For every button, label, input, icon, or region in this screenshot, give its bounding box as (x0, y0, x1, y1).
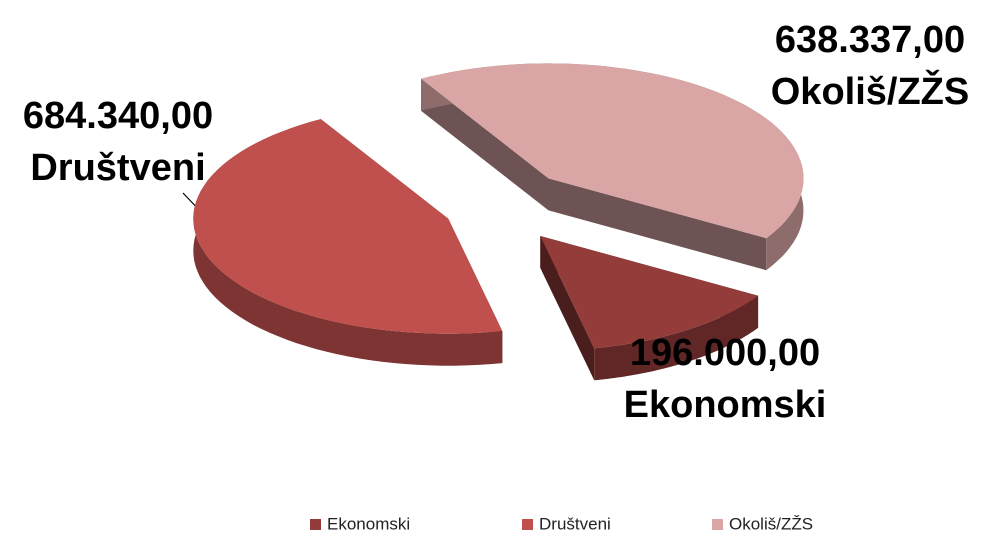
legend-swatch (712, 519, 723, 530)
data-label: 196.000,00 (630, 332, 820, 374)
slice-edge (594, 295, 759, 381)
slice-group (193, 119, 503, 366)
slice-side (548, 178, 767, 271)
slice-group (421, 63, 804, 271)
slice (193, 119, 503, 334)
data-label: 684.340,00 (23, 95, 213, 137)
slice-edge (193, 119, 503, 366)
data-label: 638.337,00 (775, 19, 965, 61)
data-label-category: Društveni (30, 147, 205, 189)
legend-label: Ekonomski (327, 514, 410, 533)
slice (540, 236, 759, 349)
data-label-category: Okoliš/ZŽS (771, 69, 969, 113)
legend-swatch (310, 519, 321, 530)
legend-swatch (522, 519, 533, 530)
legend-label: Okoliš/ZŽS (729, 514, 813, 533)
legend-label: Društveni (539, 514, 611, 533)
slice-side (540, 236, 595, 381)
data-label-category: Ekonomski (624, 384, 827, 426)
slice (421, 63, 804, 239)
slice-side (421, 78, 549, 211)
slice-group (540, 236, 759, 381)
